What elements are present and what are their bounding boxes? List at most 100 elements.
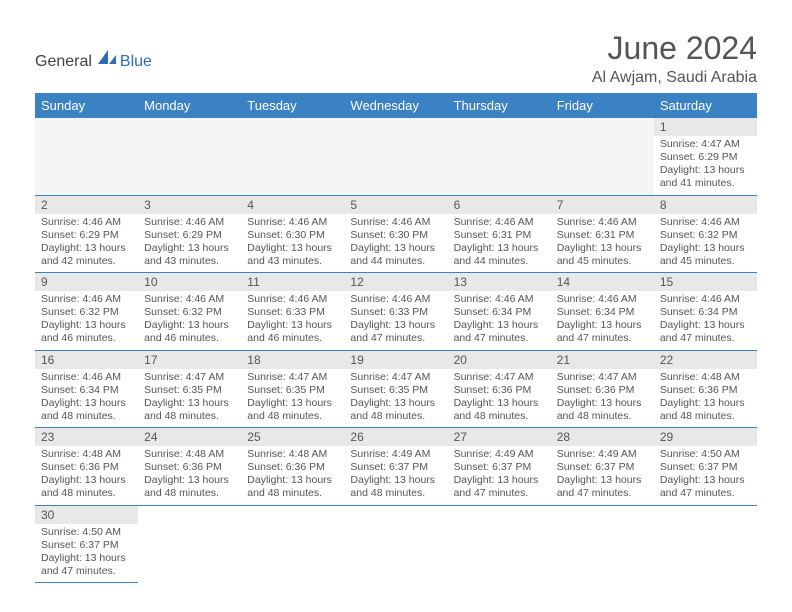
calendar-body: ............1Sunrise: 4:47 AMSunset: 6:2… (35, 118, 757, 583)
day-details: Sunrise: 4:47 AMSunset: 6:29 PMDaylight:… (654, 136, 757, 195)
day-details: Sunrise: 4:48 AMSunset: 6:36 PMDaylight:… (138, 446, 241, 505)
day-details: Sunrise: 4:47 AMSunset: 6:35 PMDaylight:… (241, 369, 344, 428)
day-number: 23 (35, 428, 138, 446)
day-details: Sunrise: 4:47 AMSunset: 6:35 PMDaylight:… (138, 369, 241, 428)
day-details: Sunrise: 4:46 AMSunset: 6:32 PMDaylight:… (35, 291, 138, 350)
weekday-header: Friday (551, 93, 654, 118)
day-details: Sunrise: 4:48 AMSunset: 6:36 PMDaylight:… (654, 369, 757, 428)
calendar-day: 21Sunrise: 4:47 AMSunset: 6:36 PMDayligh… (551, 350, 654, 428)
day-details: Sunrise: 4:46 AMSunset: 6:34 PMDaylight:… (448, 291, 551, 350)
weekday-header: Thursday (448, 93, 551, 118)
calendar-empty: .. (138, 505, 241, 583)
calendar-day: 8Sunrise: 4:46 AMSunset: 6:32 PMDaylight… (654, 195, 757, 273)
day-details: Sunrise: 4:47 AMSunset: 6:36 PMDaylight:… (448, 369, 551, 428)
day-details: Sunrise: 4:48 AMSunset: 6:36 PMDaylight:… (241, 446, 344, 505)
calendar-day: 22Sunrise: 4:48 AMSunset: 6:36 PMDayligh… (654, 350, 757, 428)
calendar-row: ............1Sunrise: 4:47 AMSunset: 6:2… (35, 118, 757, 195)
day-number: 11 (241, 273, 344, 291)
calendar-empty: .. (344, 118, 447, 195)
calendar-day: 26Sunrise: 4:49 AMSunset: 6:37 PMDayligh… (344, 428, 447, 506)
calendar-row: 2Sunrise: 4:46 AMSunset: 6:29 PMDaylight… (35, 195, 757, 273)
calendar-empty: .. (138, 118, 241, 195)
day-number: 17 (138, 351, 241, 369)
calendar-day: 17Sunrise: 4:47 AMSunset: 6:35 PMDayligh… (138, 350, 241, 428)
day-number: 7 (551, 196, 654, 214)
day-number: 18 (241, 351, 344, 369)
day-number: 22 (654, 351, 757, 369)
day-details: Sunrise: 4:47 AMSunset: 6:36 PMDaylight:… (551, 369, 654, 428)
location: Al Awjam, Saudi Arabia (592, 69, 757, 87)
day-number: 27 (448, 428, 551, 446)
day-details: Sunrise: 4:49 AMSunset: 6:37 PMDaylight:… (448, 446, 551, 505)
day-number: 12 (344, 273, 447, 291)
month-title: June 2024 (592, 30, 757, 67)
day-details: Sunrise: 4:46 AMSunset: 6:33 PMDaylight:… (241, 291, 344, 350)
day-number: 30 (35, 506, 138, 524)
calendar-day: 6Sunrise: 4:46 AMSunset: 6:31 PMDaylight… (448, 195, 551, 273)
calendar-day: 29Sunrise: 4:50 AMSunset: 6:37 PMDayligh… (654, 428, 757, 506)
calendar-day: 14Sunrise: 4:46 AMSunset: 6:34 PMDayligh… (551, 273, 654, 351)
calendar-day: 18Sunrise: 4:47 AMSunset: 6:35 PMDayligh… (241, 350, 344, 428)
calendar-empty: .. (344, 505, 447, 583)
day-number: 16 (35, 351, 138, 369)
calendar-day: 11Sunrise: 4:46 AMSunset: 6:33 PMDayligh… (241, 273, 344, 351)
calendar-day: 25Sunrise: 4:48 AMSunset: 6:36 PMDayligh… (241, 428, 344, 506)
day-number: 1 (654, 118, 757, 136)
logo: General Blue (35, 48, 152, 71)
day-details: Sunrise: 4:49 AMSunset: 6:37 PMDaylight:… (344, 446, 447, 505)
day-details: Sunrise: 4:46 AMSunset: 6:33 PMDaylight:… (344, 291, 447, 350)
calendar-empty: .. (551, 118, 654, 195)
calendar-day: 15Sunrise: 4:46 AMSunset: 6:34 PMDayligh… (654, 273, 757, 351)
header: General Blue June 2024 Al Awjam, Saudi A… (35, 30, 757, 87)
day-details: Sunrise: 4:46 AMSunset: 6:34 PMDaylight:… (654, 291, 757, 350)
weekday-header: Sunday (35, 93, 138, 118)
day-details: Sunrise: 4:46 AMSunset: 6:34 PMDaylight:… (35, 369, 138, 428)
day-number: 19 (344, 351, 447, 369)
logo-blue: Blue (120, 53, 152, 71)
day-number: 13 (448, 273, 551, 291)
calendar-empty: .. (654, 505, 757, 583)
weekday-header: Tuesday (241, 93, 344, 118)
calendar-empty: .. (241, 118, 344, 195)
calendar-day: 3Sunrise: 4:46 AMSunset: 6:29 PMDaylight… (138, 195, 241, 273)
day-details: Sunrise: 4:48 AMSunset: 6:36 PMDaylight:… (35, 446, 138, 505)
calendar-empty: .. (241, 505, 344, 583)
day-details: Sunrise: 4:46 AMSunset: 6:31 PMDaylight:… (448, 214, 551, 273)
calendar-day: 7Sunrise: 4:46 AMSunset: 6:31 PMDaylight… (551, 195, 654, 273)
day-number: 2 (35, 196, 138, 214)
day-details: Sunrise: 4:46 AMSunset: 6:34 PMDaylight:… (551, 291, 654, 350)
calendar-day: 24Sunrise: 4:48 AMSunset: 6:36 PMDayligh… (138, 428, 241, 506)
calendar-row: 30Sunrise: 4:50 AMSunset: 6:37 PMDayligh… (35, 505, 757, 583)
calendar-empty: .. (551, 505, 654, 583)
calendar-row: 9Sunrise: 4:46 AMSunset: 6:32 PMDaylight… (35, 273, 757, 351)
day-details: Sunrise: 4:46 AMSunset: 6:29 PMDaylight:… (35, 214, 138, 273)
calendar-day: 1Sunrise: 4:47 AMSunset: 6:29 PMDaylight… (654, 118, 757, 195)
calendar-empty: .. (35, 118, 138, 195)
day-number: 29 (654, 428, 757, 446)
day-details: Sunrise: 4:49 AMSunset: 6:37 PMDaylight:… (551, 446, 654, 505)
calendar-day: 20Sunrise: 4:47 AMSunset: 6:36 PMDayligh… (448, 350, 551, 428)
day-details: Sunrise: 4:46 AMSunset: 6:32 PMDaylight:… (654, 214, 757, 273)
day-details: Sunrise: 4:50 AMSunset: 6:37 PMDaylight:… (654, 446, 757, 505)
calendar-day: 2Sunrise: 4:46 AMSunset: 6:29 PMDaylight… (35, 195, 138, 273)
logo-sail-icon (96, 48, 118, 71)
day-details: Sunrise: 4:47 AMSunset: 6:35 PMDaylight:… (344, 369, 447, 428)
weekday-header-row: SundayMondayTuesdayWednesdayThursdayFrid… (35, 93, 757, 118)
day-number: 21 (551, 351, 654, 369)
day-details: Sunrise: 4:46 AMSunset: 6:29 PMDaylight:… (138, 214, 241, 273)
calendar-day: 9Sunrise: 4:46 AMSunset: 6:32 PMDaylight… (35, 273, 138, 351)
day-number: 5 (344, 196, 447, 214)
calendar-row: 16Sunrise: 4:46 AMSunset: 6:34 PMDayligh… (35, 350, 757, 428)
title-block: June 2024 Al Awjam, Saudi Arabia (592, 30, 757, 87)
day-number: 25 (241, 428, 344, 446)
calendar-day: 5Sunrise: 4:46 AMSunset: 6:30 PMDaylight… (344, 195, 447, 273)
calendar-day: 12Sunrise: 4:46 AMSunset: 6:33 PMDayligh… (344, 273, 447, 351)
logo-general: General (35, 53, 92, 71)
calendar-empty: .. (448, 505, 551, 583)
calendar-day: 23Sunrise: 4:48 AMSunset: 6:36 PMDayligh… (35, 428, 138, 506)
weekday-header: Wednesday (344, 93, 447, 118)
day-number: 28 (551, 428, 654, 446)
day-details: Sunrise: 4:46 AMSunset: 6:32 PMDaylight:… (138, 291, 241, 350)
calendar-day: 27Sunrise: 4:49 AMSunset: 6:37 PMDayligh… (448, 428, 551, 506)
calendar-day: 16Sunrise: 4:46 AMSunset: 6:34 PMDayligh… (35, 350, 138, 428)
